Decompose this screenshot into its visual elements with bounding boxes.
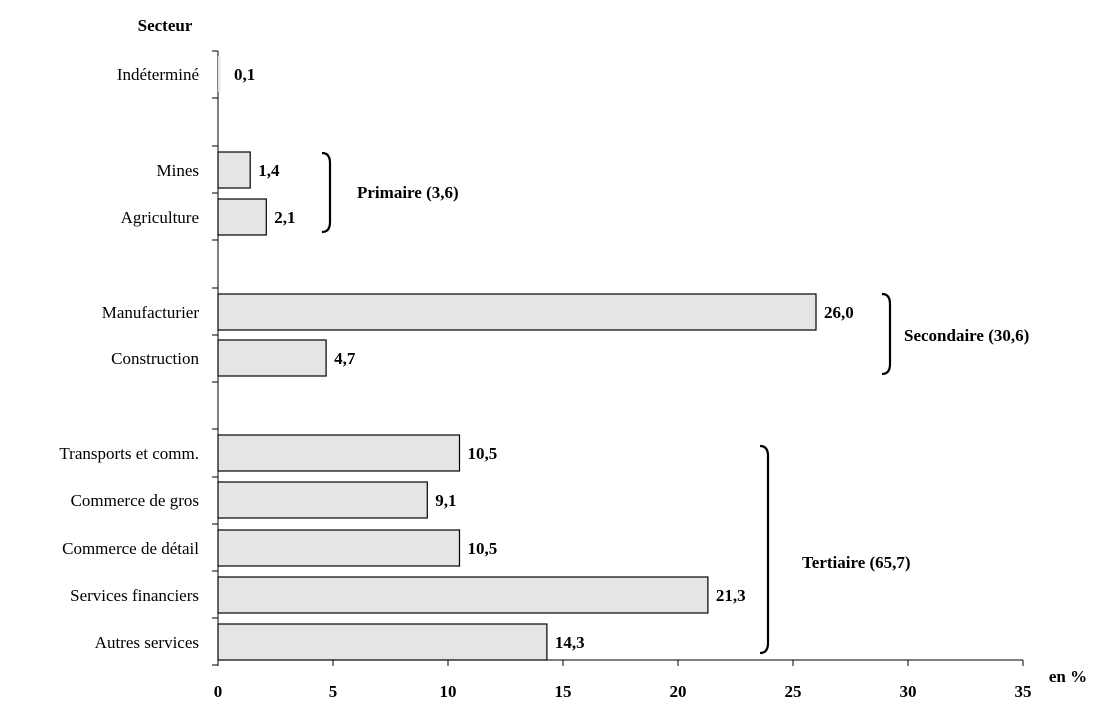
value-label: 21,3 xyxy=(716,586,746,605)
value-label: 14,3 xyxy=(555,633,585,652)
category-label: Transports et comm. xyxy=(59,444,199,463)
bar xyxy=(217,623,548,661)
bar xyxy=(217,576,709,614)
x-tick-label: 20 xyxy=(670,682,687,701)
bar xyxy=(218,56,221,92)
value-label: 10,5 xyxy=(468,539,498,558)
category-label: Construction xyxy=(111,349,199,368)
value-label: 26,0 xyxy=(824,303,854,322)
bar xyxy=(217,198,267,236)
bar xyxy=(217,481,428,519)
category-label: Commerce de gros xyxy=(71,491,199,510)
y-axis-title: Secteur xyxy=(138,16,193,35)
x-tick-label: 5 xyxy=(329,682,338,701)
group-bracket xyxy=(759,444,770,655)
group-brackets: Primaire (3,6) Secondaire (30,6) Tertiaire… xyxy=(321,151,1029,655)
group-bracket xyxy=(881,292,892,376)
bar xyxy=(217,293,817,331)
category-label: Agriculture xyxy=(121,208,199,227)
x-tick-label: 25 xyxy=(785,682,802,701)
x-tick-label: 10 xyxy=(440,682,457,701)
value-label: 0,1 xyxy=(234,65,255,84)
category-label: Mines xyxy=(157,161,200,180)
category-label: Services financiers xyxy=(70,586,199,605)
x-tick-label: 0 xyxy=(214,682,223,701)
group-bracket xyxy=(321,151,332,234)
group-label: Secondaire (30,6) xyxy=(904,326,1029,345)
x-tick-label: 35 xyxy=(1015,682,1032,701)
category-label: Indéterminé xyxy=(117,65,199,84)
value-label: 9,1 xyxy=(435,491,456,510)
group-label: Primaire (3,6) xyxy=(357,183,459,202)
axes: 0 5 10 15 20 25 30 35 Indéterminé Mines Agricultur… xyxy=(59,50,1032,701)
bar xyxy=(217,339,327,377)
x-tick-label: 30 xyxy=(900,682,917,701)
value-label: 2,1 xyxy=(274,208,295,227)
category-label: Autres services xyxy=(95,633,199,652)
value-label: 4,7 xyxy=(334,349,356,368)
bar xyxy=(217,529,461,567)
bar xyxy=(217,434,461,472)
value-label: 1,4 xyxy=(258,161,280,180)
x-tick-label: 15 xyxy=(555,682,572,701)
category-label: Manufacturier xyxy=(102,303,200,322)
category-label: Commerce de détail xyxy=(62,539,199,558)
x-axis-title: en % xyxy=(1049,667,1087,686)
bars: 0,1 1,4 2,1 26,0 4,7 10,5 9,1 10,5 21,3 14,3 xyxy=(217,56,854,661)
bar xyxy=(217,151,251,189)
value-label: 10,5 xyxy=(468,444,498,463)
group-label: Tertiaire (65,7) xyxy=(802,553,911,572)
